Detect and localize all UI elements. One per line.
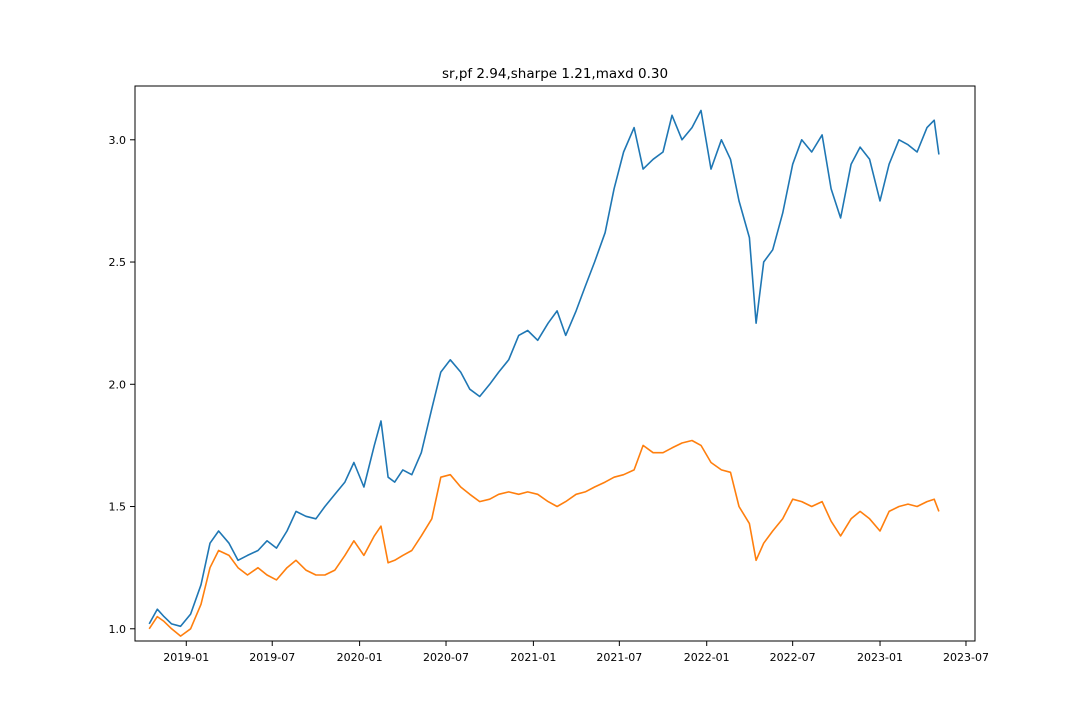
x-tick-label: 2023-01 [857,651,903,664]
y-tick-label: 3.0 [109,134,127,147]
x-tick-label: 2021-01 [510,651,556,664]
y-tick-label: 2.5 [109,256,127,269]
x-tick-label: 2022-07 [770,651,816,664]
x-tick-label: 2019-07 [249,651,295,664]
y-tick-label: 1.0 [109,623,127,636]
x-tick-label: 2020-07 [423,651,469,664]
series-lines [148,109,940,637]
y-tick-label: 1.5 [109,501,127,514]
plot-frame [134,85,976,642]
series-line-1 [148,109,940,628]
y-axis: 1.0 1.5 2.0 2.5 3.0 [109,134,135,636]
series-line-2 [148,439,940,637]
x-tick-label: 2019-01 [163,651,209,664]
x-tick-label: 2020-01 [337,651,383,664]
chart-title: sr,pf 2.94,sharpe 1.21,maxd 0.30 [442,66,668,82]
x-tick-label: 2022-01 [684,651,730,664]
y-tick-label: 2.0 [109,378,127,391]
x-tick-label: 2023-07 [943,651,989,664]
x-axis: 2019-01 2019-07 2020-01 2020-07 2021-01 2021-… [163,641,989,664]
x-tick-label: 2021-07 [596,651,642,664]
